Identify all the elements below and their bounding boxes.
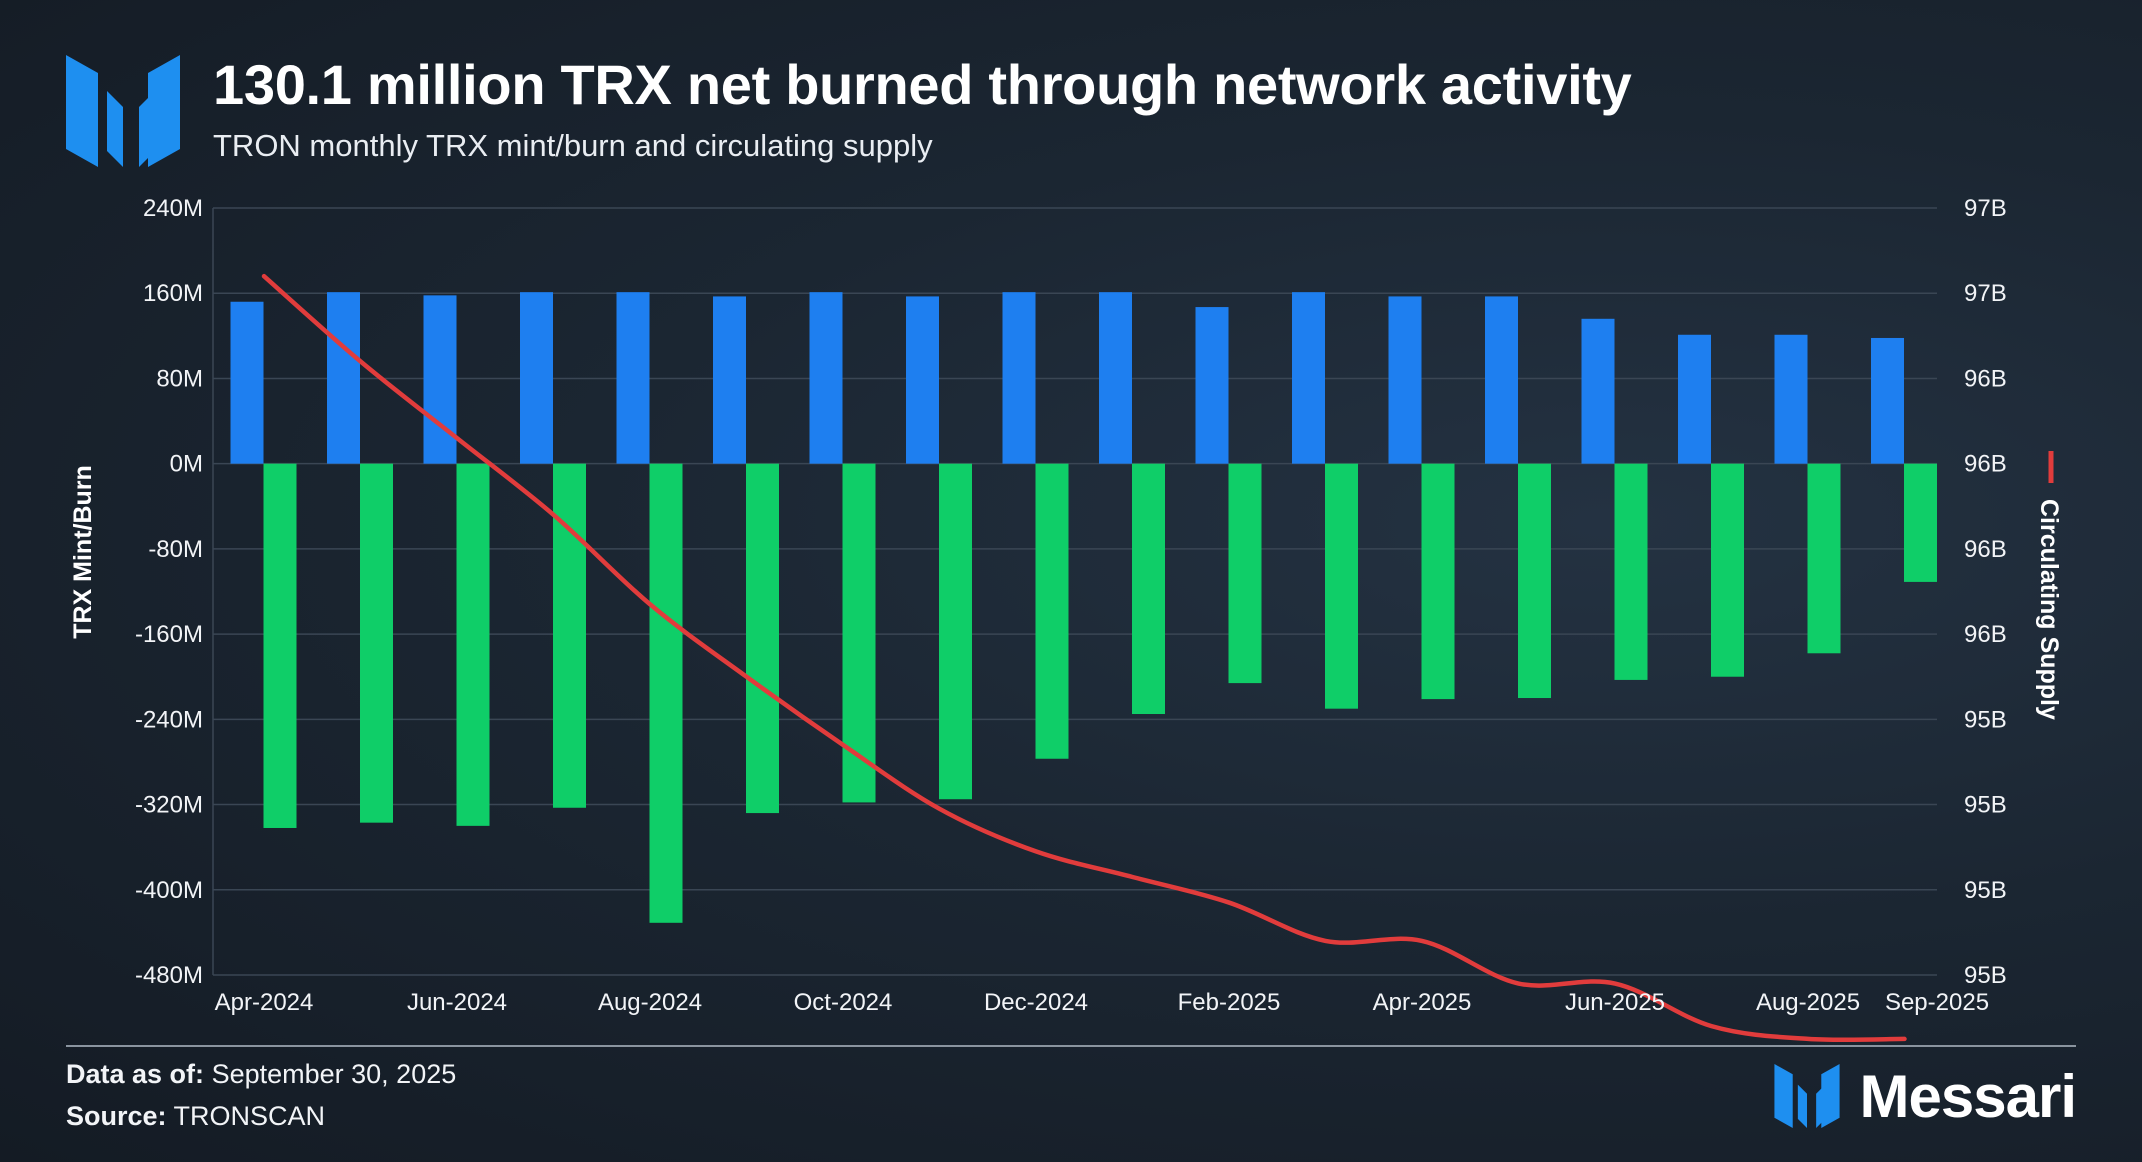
mint-bar	[1002, 292, 1036, 464]
footer-divider	[66, 1045, 2076, 1047]
burn-bar	[1614, 463, 1648, 680]
burn-bar	[553, 463, 586, 808]
left-axis-ticks: 240M 160M 80M 0M -80M -160M -240M -320M -400M -48…	[135, 195, 203, 989]
burn-bar	[746, 463, 779, 814]
burn-bar	[1518, 463, 1551, 699]
x-tick-label: Jun-2025	[1565, 989, 1665, 1016]
brand-lockup: Messari	[1773, 1062, 2077, 1130]
mint-bar	[423, 295, 457, 464]
x-tick-label: Sep-2025	[1885, 989, 1989, 1016]
burn-bar	[263, 463, 297, 828]
burn-bars	[263, 463, 1937, 923]
burn-bar	[649, 463, 683, 923]
burn-bar	[1711, 463, 1744, 677]
burn-bar	[939, 463, 972, 800]
footer-date-value: September 30, 2025	[211, 1059, 457, 1089]
y2-tick-label: 95B	[1964, 706, 2007, 733]
y2-tick-label: 96B	[1964, 451, 2007, 478]
burn-bar	[1807, 463, 1841, 654]
mint-bar	[1485, 296, 1518, 464]
right-axis-ticks: 97B 97B 96B 96B 96B 96B 95B 95B 95B 95B	[1964, 195, 2007, 989]
mint-bar	[906, 296, 939, 464]
x-tick-label: Feb-2025	[1178, 989, 1281, 1016]
burn-bar	[360, 463, 393, 823]
y-tick-label: -80M	[148, 536, 203, 563]
x-axis-ticks: Apr-2024 Jun-2024 Aug-2024 Oct-2024 Dec-2024…	[215, 989, 1989, 1016]
y-tick-label: -480M	[135, 962, 203, 989]
mint-bar	[1871, 337, 1904, 464]
chart-grid	[212, 207, 1937, 976]
footer-source: Source: TRONSCAN	[66, 1101, 325, 1132]
footer-date: Data as of: September 30, 2025	[66, 1059, 456, 1090]
mint-bar	[809, 292, 843, 464]
y2-tick-label: 96B	[1964, 621, 2007, 648]
y-tick-label: -320M	[135, 792, 203, 819]
y2-tick-label: 95B	[1964, 962, 2007, 989]
mint-bar	[327, 292, 360, 464]
legend-label-supply: Circulating Supply	[2035, 499, 2063, 720]
y-tick-label: 240M	[143, 195, 203, 222]
y2-tick-label: 97B	[1964, 195, 2007, 222]
supply-line-group	[261, 273, 1907, 1043]
supply-line	[261, 273, 1907, 1043]
mint-bars	[230, 292, 1904, 464]
footer-date-label: Data as of:	[66, 1059, 205, 1089]
x-tick-label: Oct-2024	[794, 989, 893, 1016]
brand-name: Messari	[1859, 1062, 2077, 1130]
burn-bar	[842, 463, 876, 803]
y2-tick-label: 96B	[1964, 365, 2007, 392]
y2-tick-label: 96B	[1964, 536, 2007, 563]
y2-tick-label: 95B	[1964, 792, 2007, 819]
y-tick-label: -160M	[135, 621, 203, 648]
y-axis-title: TRX Mint/Burn	[69, 465, 97, 639]
messari-logo-icon	[1773, 1064, 1840, 1128]
x-tick-label: Apr-2024	[215, 989, 314, 1016]
burn-bar	[1228, 463, 1262, 684]
y-tick-label: 0M	[170, 451, 203, 478]
mint-bar	[230, 301, 264, 464]
mint-bar	[1388, 296, 1422, 464]
x-tick-label: Apr-2025	[1373, 989, 1472, 1016]
y2-tick-label: 97B	[1964, 280, 2007, 307]
chart-title: 130.1 million TRX net burned through net…	[213, 53, 1632, 116]
mint-bar	[1292, 292, 1325, 464]
chart-subtitle: TRON monthly TRX mint/burn and circulati…	[213, 128, 933, 163]
y2-tick-label: 95B	[1964, 877, 2007, 904]
x-tick-label: Aug-2024	[598, 989, 702, 1016]
burn-bar	[1325, 463, 1358, 709]
mint-bar	[713, 296, 746, 464]
x-tick-label: Jun-2024	[407, 989, 507, 1016]
messari-logo-icon	[66, 55, 180, 167]
y-tick-label: 160M	[143, 280, 203, 307]
mint-bar	[520, 292, 553, 464]
mint-bar	[1774, 334, 1808, 464]
burn-bar	[1035, 463, 1069, 759]
burn-bar	[456, 463, 490, 826]
y-tick-label: -400M	[135, 877, 203, 904]
burn-bar	[1132, 463, 1165, 715]
mint-bar	[1099, 292, 1132, 464]
x-tick-label: Dec-2024	[984, 989, 1088, 1016]
x-tick-label: Aug-2025	[1756, 989, 1860, 1016]
burn-bar	[1904, 463, 1937, 582]
mint-bar	[616, 292, 650, 464]
mint-bar	[1581, 318, 1615, 464]
footer-source-label: Source:	[66, 1101, 167, 1131]
y-tick-label: 80M	[156, 365, 203, 392]
footer-source-value: TRONSCAN	[173, 1101, 326, 1131]
mint-bar	[1195, 307, 1229, 464]
y-tick-label: -240M	[135, 706, 203, 733]
burn-bar	[1421, 463, 1455, 700]
mint-bar	[1678, 334, 1711, 464]
